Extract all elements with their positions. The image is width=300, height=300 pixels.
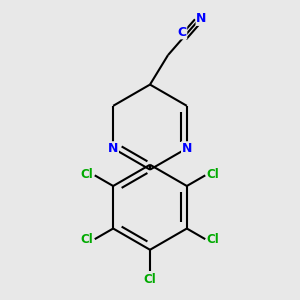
Text: N: N [182,142,192,155]
Text: Cl: Cl [81,233,93,247]
Text: Cl: Cl [207,168,219,181]
Text: Cl: Cl [144,273,156,286]
Text: Cl: Cl [207,233,219,247]
Text: C: C [178,26,187,39]
Text: N: N [108,142,119,155]
Text: N: N [196,12,207,25]
Text: Cl: Cl [81,168,93,181]
